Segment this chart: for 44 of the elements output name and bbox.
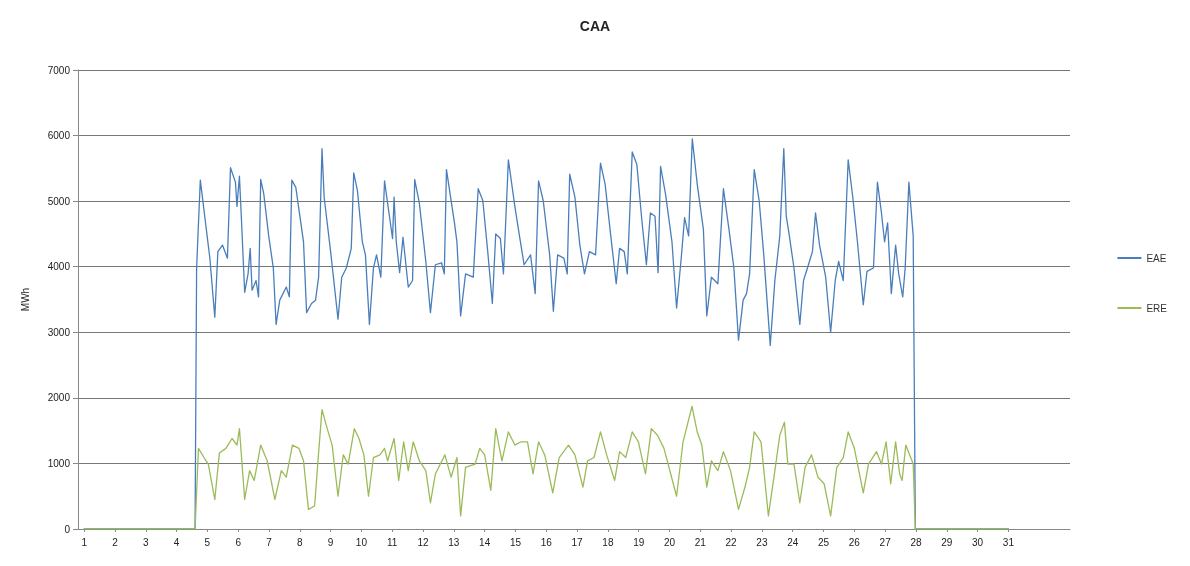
x-tick-label: 1	[81, 536, 88, 548]
x-tick-label: 25	[817, 536, 830, 548]
x-tick-label: 13	[448, 536, 460, 548]
x-tick-label: 19	[633, 536, 645, 548]
x-tick-label: 10	[355, 536, 368, 548]
y-tick-label: 2000	[47, 392, 71, 404]
y-tick-label: 0	[64, 523, 71, 535]
x-tick-label: 2	[112, 536, 119, 548]
x-tick-label: 27	[879, 536, 892, 548]
x-tick-label: 4	[173, 536, 180, 548]
y-tick-label: 3000	[47, 326, 71, 338]
x-tick-label: 23	[756, 536, 768, 548]
x-tick-label: 8	[297, 536, 304, 548]
y-tick-label: 4000	[47, 261, 71, 273]
x-tick-label: 7	[266, 536, 273, 548]
x-tick-label: 11	[387, 536, 398, 548]
x-tick-label: 12	[417, 536, 430, 548]
x-tick-label: 5	[204, 536, 211, 548]
x-tick-label: 22	[725, 536, 738, 548]
x-tick-label: 6	[235, 536, 242, 548]
y-tick-label: 1000	[47, 457, 71, 469]
y-tick-label: 5000	[47, 195, 71, 207]
x-tick-label: 28	[910, 536, 922, 548]
x-tick-label: 3	[143, 536, 149, 548]
chart-title: CAA	[579, 18, 611, 34]
x-tick-label: 29	[941, 536, 953, 548]
y-tick-label: 7000	[47, 64, 71, 76]
x-tick-label: 30	[972, 536, 984, 548]
x-tick-label: 9	[327, 536, 334, 548]
x-tick-label: 15	[509, 536, 522, 548]
x-tick-label: 21	[694, 536, 707, 548]
x-tick-label: 17	[571, 536, 584, 548]
legend-label: EAE	[1146, 252, 1167, 264]
x-tick-label: 16	[540, 536, 553, 548]
legend-label: ERE	[1146, 302, 1168, 314]
x-tick-label: 26	[848, 536, 861, 548]
x-tick-label: 18	[602, 536, 614, 548]
y-axis-title: MWh	[19, 287, 31, 312]
x-tick-label: 31	[1002, 536, 1015, 548]
x-tick-label: 14	[479, 536, 491, 548]
line-series	[83, 405, 1010, 530]
y-tick-label: 6000	[47, 130, 71, 142]
x-tick-label: 20	[663, 536, 676, 548]
x-tick-label: 24	[787, 536, 799, 548]
